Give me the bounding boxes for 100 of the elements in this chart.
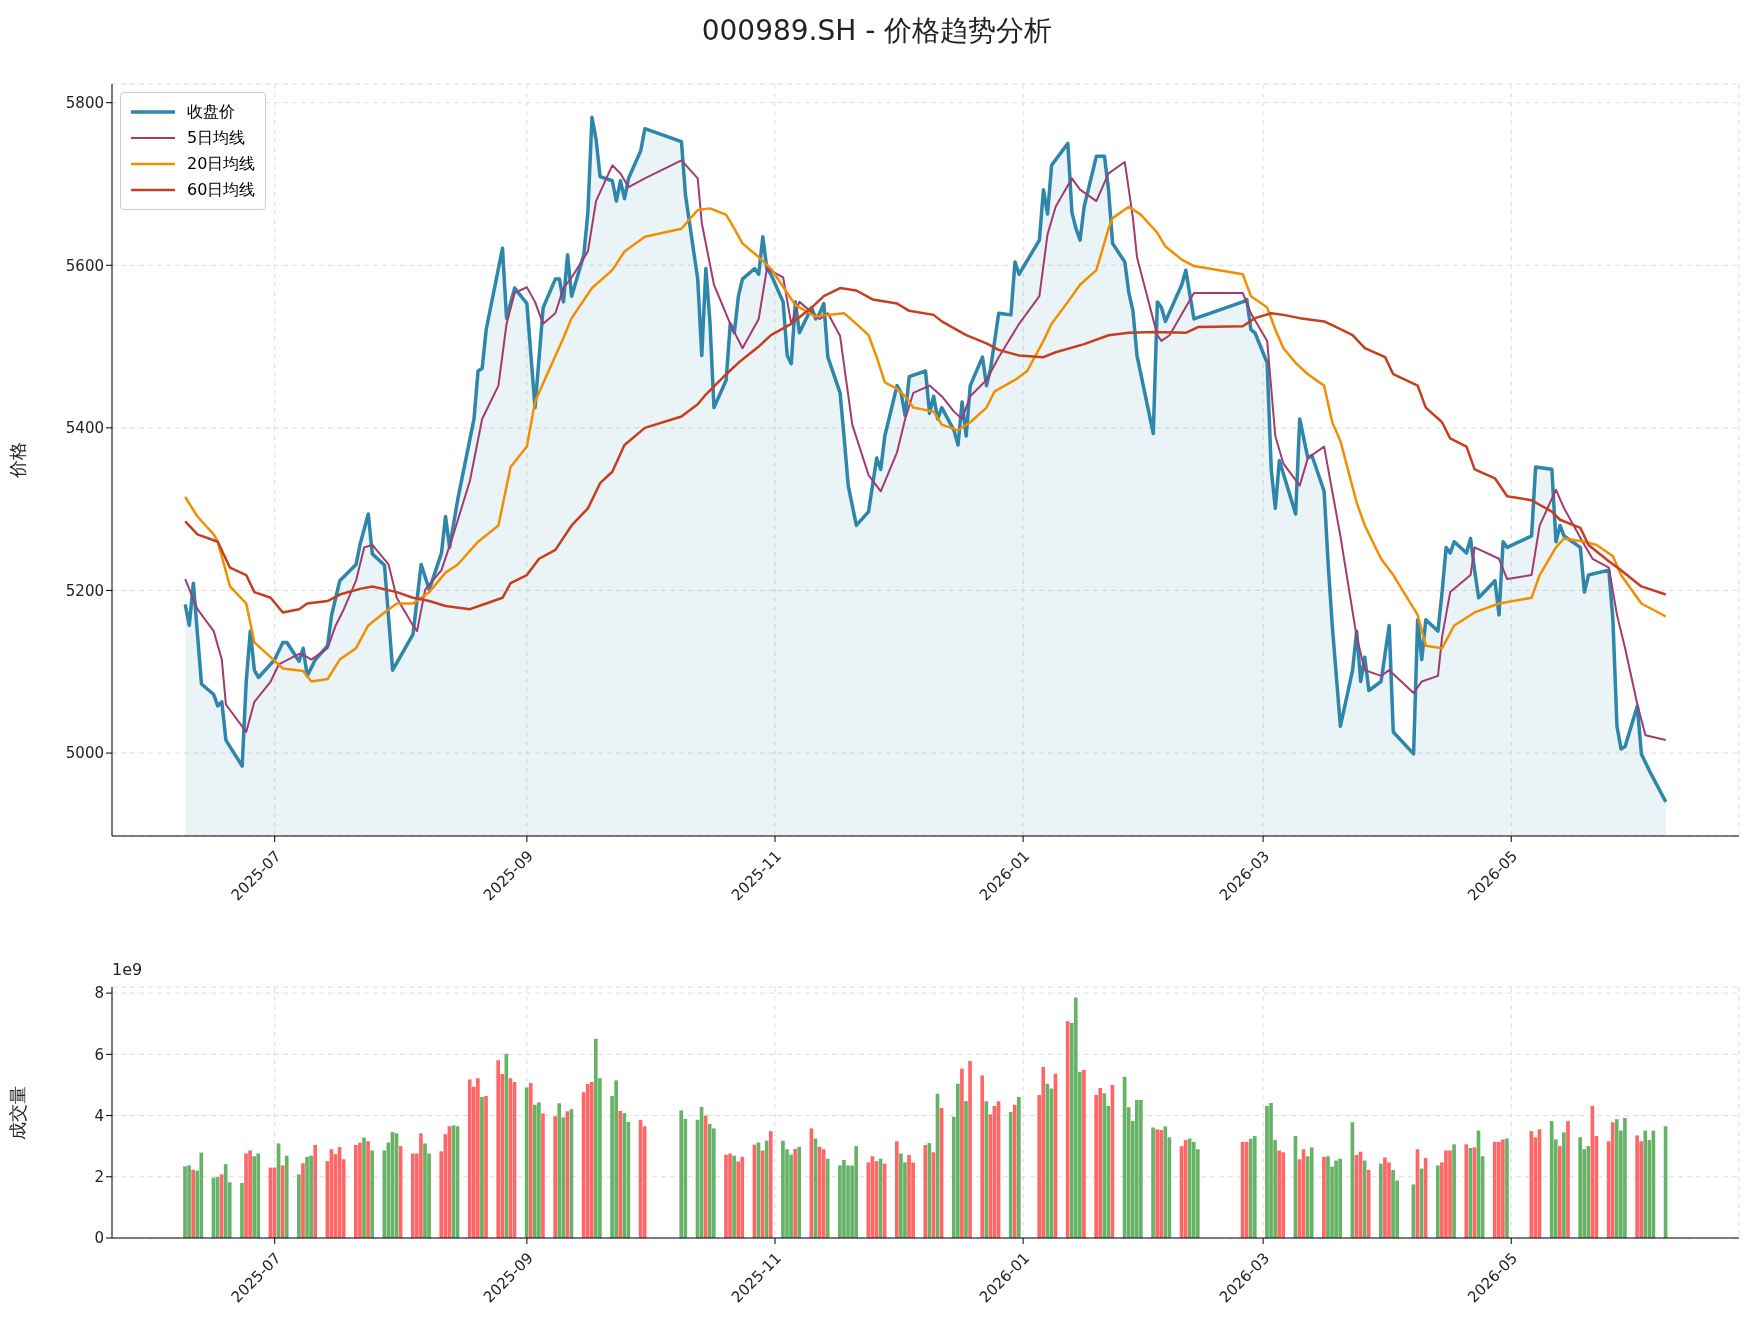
bar	[480, 1096, 484, 1238]
bar	[313, 1144, 317, 1238]
y-axis-title: 价格	[7, 442, 29, 479]
bar	[354, 1144, 358, 1238]
bar	[1309, 1147, 1314, 1238]
line-series	[183, 205, 1668, 683]
bar	[256, 1153, 261, 1238]
bar	[1562, 1132, 1566, 1238]
bar	[1614, 1119, 1619, 1238]
bar	[496, 1060, 501, 1238]
bar	[524, 1087, 529, 1238]
bar	[894, 1141, 899, 1238]
bar	[968, 1061, 972, 1238]
bar	[907, 1155, 911, 1238]
bar	[410, 1153, 415, 1238]
y-tick-label: 5200	[65, 581, 104, 600]
bar	[248, 1150, 252, 1238]
bar	[854, 1146, 858, 1238]
bar	[476, 1078, 480, 1238]
bar	[1444, 1150, 1448, 1238]
bar	[1501, 1139, 1505, 1238]
bar	[541, 1113, 545, 1238]
bar	[980, 1075, 985, 1238]
bar	[467, 1079, 472, 1238]
bar	[191, 1169, 195, 1238]
bar	[923, 1144, 928, 1238]
bar	[711, 1128, 716, 1238]
bar	[1496, 1141, 1501, 1238]
bar	[1322, 1156, 1326, 1238]
bar	[1383, 1157, 1387, 1238]
bar	[1012, 1104, 1017, 1238]
y-tick-label: 5800	[65, 94, 104, 113]
bar	[362, 1137, 366, 1238]
bar	[984, 1101, 989, 1238]
bar	[1252, 1136, 1257, 1238]
bar	[740, 1156, 745, 1238]
bar	[370, 1150, 374, 1238]
bar	[964, 1101, 968, 1238]
bar	[537, 1102, 541, 1238]
bar	[187, 1165, 191, 1238]
y-tick-label: 8	[94, 984, 104, 1003]
bar	[1102, 1093, 1107, 1238]
bar	[1379, 1163, 1383, 1238]
bar	[484, 1095, 488, 1238]
bar	[1448, 1150, 1452, 1238]
bar	[732, 1155, 736, 1238]
y-tick-label: 6	[94, 1045, 104, 1064]
bar	[1635, 1135, 1639, 1238]
bar	[707, 1123, 712, 1238]
bar	[724, 1154, 728, 1238]
bar	[423, 1143, 427, 1238]
bar	[1623, 1118, 1627, 1238]
bar	[358, 1142, 362, 1238]
bar	[1265, 1106, 1269, 1238]
y-tick-label: 5600	[65, 256, 104, 275]
legend-label: 收盘价	[187, 101, 235, 123]
bar	[956, 1083, 960, 1238]
bar	[585, 1084, 590, 1238]
bar	[781, 1140, 785, 1238]
bar	[1139, 1099, 1143, 1238]
bar	[528, 1083, 533, 1238]
bar	[797, 1146, 802, 1238]
bar	[419, 1133, 423, 1238]
bar	[1586, 1146, 1591, 1238]
bar	[1505, 1138, 1509, 1238]
bar	[1269, 1103, 1273, 1238]
bar	[793, 1148, 797, 1238]
y-tick-label: 5000	[65, 744, 104, 763]
bar	[532, 1104, 537, 1238]
legend-label: 60日均线	[187, 179, 256, 201]
y-tick-label: 0	[94, 1229, 104, 1248]
bar	[1281, 1152, 1286, 1238]
bar	[618, 1110, 623, 1238]
bar	[728, 1153, 732, 1238]
bar	[553, 1116, 557, 1238]
bar	[736, 1161, 741, 1238]
bar	[768, 1131, 773, 1238]
bar	[301, 1163, 305, 1238]
bar	[1041, 1066, 1046, 1238]
bar	[1326, 1156, 1330, 1238]
text: 1e9	[112, 960, 143, 979]
bar	[1578, 1137, 1582, 1238]
bar	[1248, 1138, 1253, 1238]
bar	[284, 1155, 289, 1238]
bar	[557, 1103, 562, 1238]
bar	[305, 1156, 309, 1238]
bar	[594, 1038, 598, 1238]
bar	[1073, 997, 1078, 1238]
bar	[1464, 1144, 1469, 1238]
bar	[1338, 1158, 1343, 1238]
bar	[622, 1113, 627, 1238]
bar	[223, 1164, 228, 1238]
bar	[1334, 1160, 1338, 1238]
bar	[679, 1110, 684, 1238]
bar	[589, 1081, 594, 1238]
bar	[1610, 1122, 1615, 1238]
bar	[252, 1156, 256, 1238]
bar	[1391, 1170, 1395, 1238]
line-series	[183, 286, 1668, 614]
legend-label: 20日均线	[187, 153, 256, 175]
